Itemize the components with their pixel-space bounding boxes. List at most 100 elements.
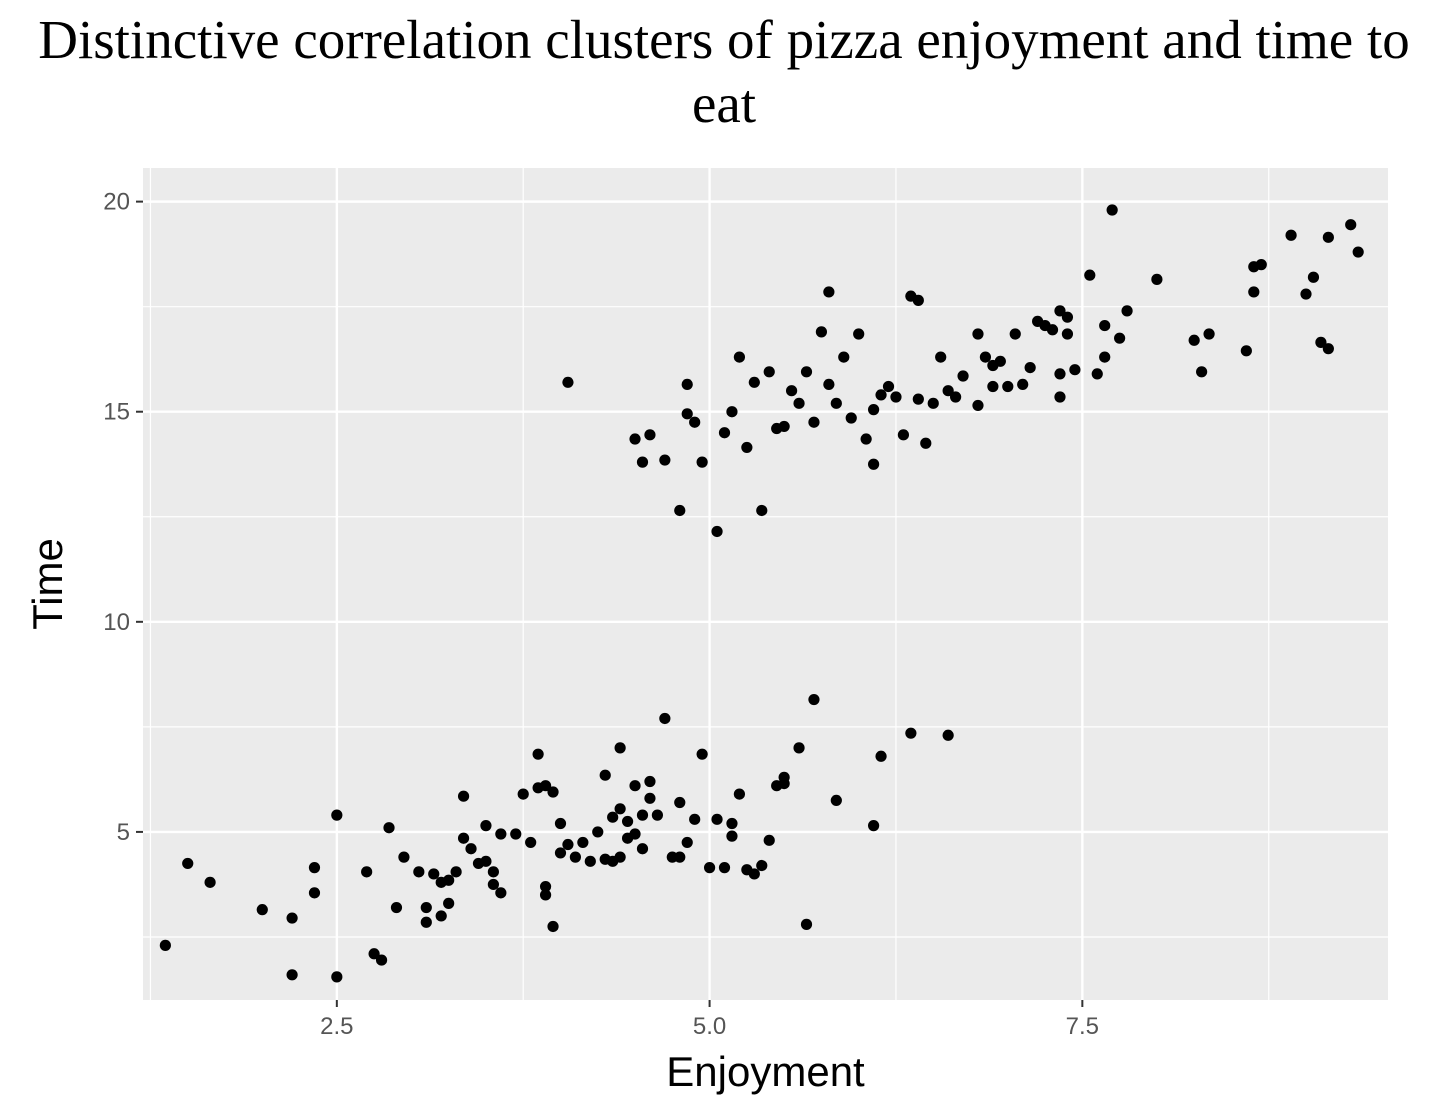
- data-point: [1352, 246, 1364, 258]
- data-point: [748, 376, 760, 388]
- y-tick-label: 10: [103, 609, 130, 636]
- data-point: [1024, 361, 1036, 374]
- data-point: [674, 504, 686, 517]
- data-point: [994, 355, 1006, 367]
- data-point: [1300, 288, 1312, 300]
- data-point: [830, 397, 842, 409]
- data-point: [1307, 271, 1320, 283]
- data-point: [629, 433, 641, 445]
- data-point: [1315, 336, 1327, 348]
- data-point: [547, 786, 559, 798]
- data-point: [979, 351, 992, 363]
- data-point: [644, 429, 656, 441]
- minor-gridlines: [143, 168, 1388, 1000]
- data-point: [867, 404, 880, 416]
- data-point: [711, 525, 723, 538]
- data-point: [308, 887, 321, 899]
- data-point: [644, 775, 656, 788]
- data-point: [629, 828, 641, 840]
- y-tick-label: 20: [103, 189, 130, 216]
- data-point: [361, 866, 373, 878]
- data-point: [1248, 286, 1260, 298]
- data-point: [1054, 368, 1066, 380]
- data-point: [331, 809, 343, 821]
- data-point: [480, 855, 492, 867]
- x-axis-ticks: 2.5 5.0 7.5: [320, 1000, 1099, 1040]
- data-point: [830, 794, 842, 807]
- data-point: [823, 286, 835, 298]
- data-point: [398, 851, 410, 863]
- data-points: [159, 204, 1364, 983]
- data-point: [375, 954, 388, 966]
- data-point: [1322, 231, 1334, 243]
- data-point: [480, 820, 492, 832]
- data-point: [547, 920, 559, 933]
- data-point: [457, 832, 470, 844]
- data-point: [942, 729, 954, 741]
- data-point: [815, 326, 828, 338]
- data-point: [592, 826, 604, 838]
- data-point: [1099, 319, 1111, 332]
- data-point: [420, 901, 432, 914]
- data-point: [159, 939, 171, 951]
- data-point: [972, 399, 984, 412]
- data-point: [383, 822, 395, 834]
- data-point: [845, 412, 857, 424]
- data-point: [182, 857, 194, 870]
- data-point: [778, 420, 790, 433]
- data-point: [867, 458, 880, 470]
- y-axis-ticks: 5 10 15 20: [103, 189, 143, 846]
- data-point: [987, 380, 999, 393]
- data-point: [1091, 368, 1103, 380]
- data-point: [614, 803, 626, 815]
- data-point: [920, 437, 932, 449]
- data-point: [525, 836, 537, 849]
- data-point: [443, 874, 455, 886]
- data-point: [823, 378, 835, 391]
- data-point: [689, 416, 701, 428]
- data-point: [659, 712, 671, 725]
- data-point: [703, 862, 716, 874]
- data-point: [562, 376, 574, 388]
- data-point: [942, 385, 954, 397]
- data-point: [1046, 324, 1059, 336]
- data-point: [629, 780, 641, 792]
- data-point: [1084, 269, 1096, 281]
- y-tick-label: 15: [103, 399, 130, 426]
- data-point: [539, 780, 552, 792]
- data-point: [308, 862, 321, 874]
- data-point: [495, 887, 507, 899]
- data-point: [644, 792, 656, 804]
- data-point: [368, 948, 380, 960]
- data-point: [1061, 311, 1074, 323]
- data-point: [204, 876, 216, 888]
- data-point: [1203, 328, 1215, 340]
- y-tick-label: 5: [117, 819, 130, 846]
- data-point: [1322, 343, 1334, 355]
- x-tick-label: 2.5: [320, 1013, 353, 1040]
- data-point: [890, 391, 902, 403]
- data-point: [435, 910, 447, 922]
- data-point: [256, 904, 268, 916]
- data-point: [584, 855, 596, 867]
- data-point: [763, 366, 775, 378]
- data-point: [1054, 391, 1066, 403]
- data-point: [1285, 229, 1297, 241]
- data-point: [882, 380, 895, 393]
- data-point: [912, 393, 924, 405]
- data-point: [450, 866, 462, 878]
- data-point: [1188, 334, 1200, 346]
- data-point: [390, 901, 403, 914]
- data-point: [674, 851, 686, 863]
- data-point: [554, 847, 567, 859]
- data-point: [614, 742, 626, 754]
- data-point: [748, 868, 760, 880]
- data-point: [651, 809, 664, 821]
- data-point: [867, 820, 880, 832]
- data-point: [1151, 273, 1163, 285]
- data-point: [599, 769, 611, 781]
- data-point: [696, 748, 708, 760]
- plot-panel: [143, 168, 1388, 1000]
- data-point: [331, 971, 343, 983]
